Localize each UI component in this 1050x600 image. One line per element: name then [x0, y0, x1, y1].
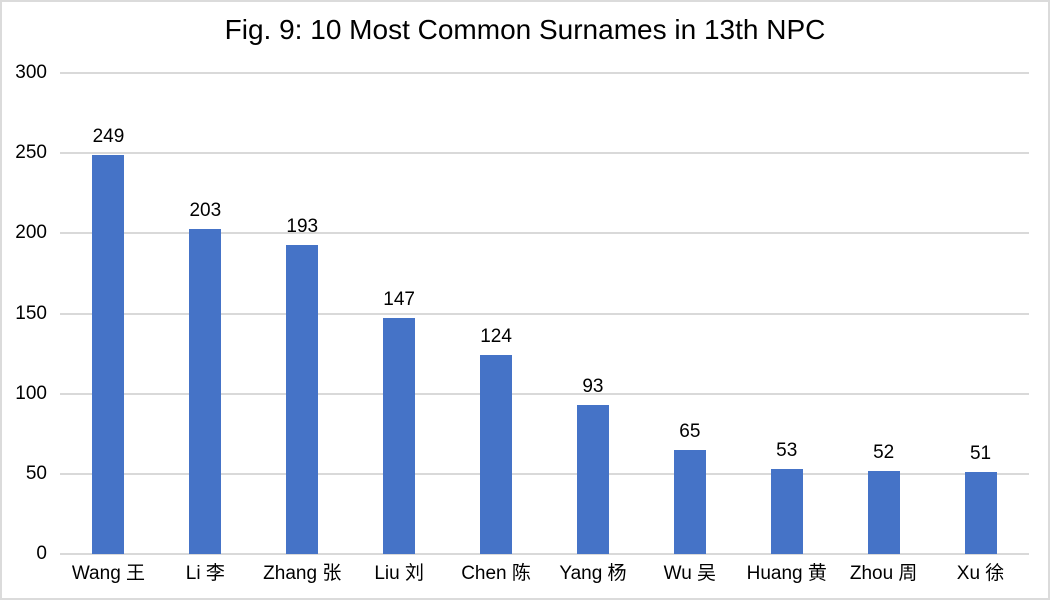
bar-value-label: 249 [92, 125, 125, 147]
bar [770, 469, 803, 554]
gridline [60, 152, 1029, 155]
bar-value-label: 147 [383, 289, 415, 311]
y-axis-tick-label: 0 [36, 543, 47, 564]
x-axis-category-label: Zhang 张 [263, 563, 342, 584]
bar [576, 404, 609, 554]
x-axis-category-label: Yang 杨 [559, 563, 627, 584]
gridline [60, 553, 1029, 555]
x-axis-category-label: Wang 王 [71, 563, 146, 584]
x-axis-category-label: Chen 陈 [461, 563, 531, 584]
y-axis-tick-label: 50 [25, 462, 47, 484]
x-axis-category-label: Liu 刘 [374, 563, 424, 584]
bar [286, 244, 319, 554]
bar-value-label: 52 [873, 441, 895, 463]
bar [92, 154, 125, 554]
x-axis-category-label: Huang 黄 [746, 563, 827, 584]
bar-value-label: 53 [776, 440, 798, 462]
gridline [60, 392, 1029, 395]
x-axis-category-label: Wu 吴 [663, 563, 717, 584]
gridline [60, 472, 1029, 475]
bar [673, 449, 706, 554]
y-axis-tick-label: 200 [15, 222, 47, 244]
bar [383, 318, 416, 554]
bar-value-label: 124 [480, 326, 512, 348]
x-axis-category-label: Li 李 [185, 563, 225, 584]
gridline [60, 72, 1029, 74]
chart-title: Fig. 9: 10 Most Common Surnames in 13th … [224, 14, 826, 45]
y-axis-tick-label: 100 [15, 382, 47, 404]
y-axis-tick-label: 250 [15, 142, 47, 164]
y-axis-tick-label: 150 [15, 302, 47, 324]
bar-value-label: 193 [286, 215, 319, 237]
bar [480, 355, 513, 554]
bar [964, 472, 997, 554]
x-axis-category-label: Zhou 周 [849, 563, 918, 584]
bar-value-label: 51 [969, 443, 992, 465]
y-axis-tick-label: 300 [15, 62, 47, 83]
gridline [60, 232, 1029, 235]
bar [867, 470, 900, 554]
bar-value-label: 65 [679, 420, 701, 442]
plot-area: 249 203 193 147 124 93 65 53 52 51 [60, 72, 1029, 555]
x-axis-category-label: Xu 徐 [956, 563, 1005, 584]
bar [189, 228, 222, 554]
bar-value-label: 93 [582, 375, 604, 397]
bar-value-label: 203 [189, 199, 222, 221]
gridline [60, 312, 1029, 315]
